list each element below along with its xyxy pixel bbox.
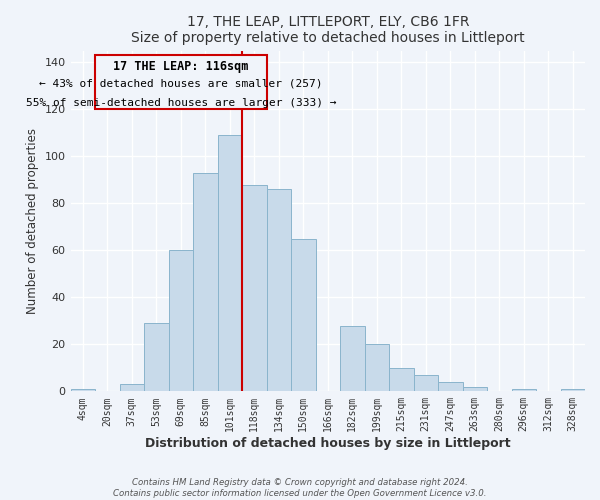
Bar	[291, 238, 316, 392]
Text: 17 THE LEAP: 116sqm: 17 THE LEAP: 116sqm	[113, 60, 248, 73]
Bar	[365, 344, 389, 392]
Bar	[340, 326, 365, 392]
Bar	[242, 184, 266, 392]
Bar	[144, 323, 169, 392]
Bar	[193, 173, 218, 392]
Bar	[71, 389, 95, 392]
Bar	[512, 389, 536, 392]
Bar	[560, 389, 585, 392]
Bar	[463, 386, 487, 392]
Bar	[413, 375, 438, 392]
Bar	[119, 384, 144, 392]
Title: 17, THE LEAP, LITTLEPORT, ELY, CB6 1FR
Size of property relative to detached hou: 17, THE LEAP, LITTLEPORT, ELY, CB6 1FR S…	[131, 15, 524, 45]
Bar	[266, 189, 291, 392]
X-axis label: Distribution of detached houses by size in Littleport: Distribution of detached houses by size …	[145, 437, 511, 450]
Text: 55% of semi-detached houses are larger (333) →: 55% of semi-detached houses are larger (…	[26, 98, 336, 108]
Bar	[218, 135, 242, 392]
Text: ← 43% of detached houses are smaller (257): ← 43% of detached houses are smaller (25…	[39, 78, 323, 88]
Bar	[169, 250, 193, 392]
Text: Contains HM Land Registry data © Crown copyright and database right 2024.
Contai: Contains HM Land Registry data © Crown c…	[113, 478, 487, 498]
FancyBboxPatch shape	[95, 55, 266, 110]
Bar	[438, 382, 463, 392]
Bar	[389, 368, 413, 392]
Y-axis label: Number of detached properties: Number of detached properties	[26, 128, 39, 314]
